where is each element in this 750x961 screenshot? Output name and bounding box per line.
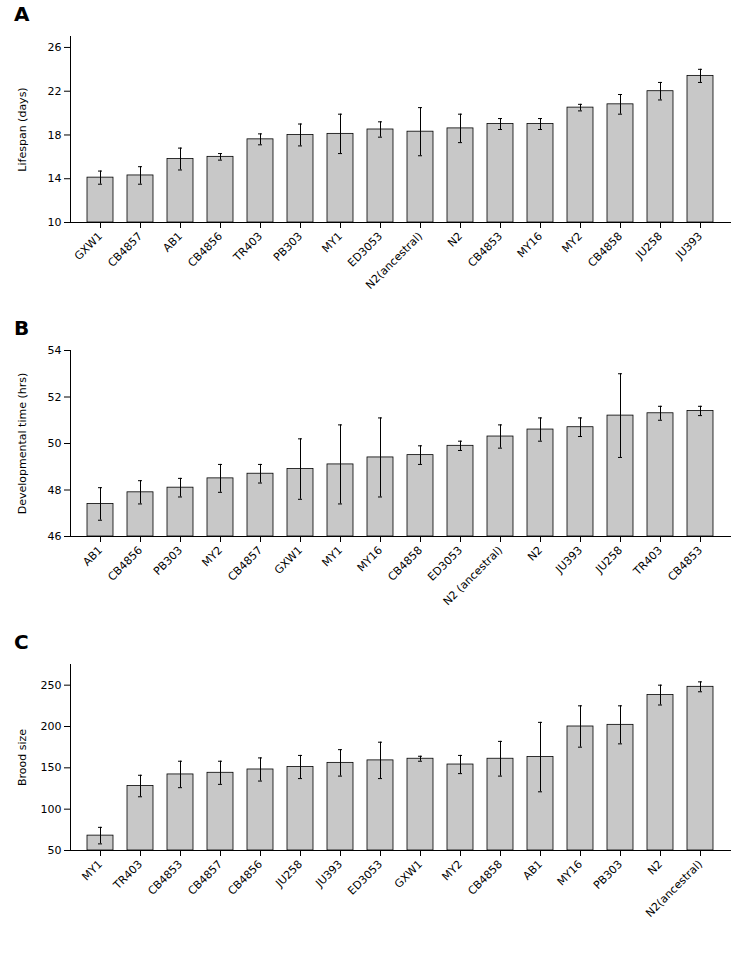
svg-text:50: 50 — [48, 844, 62, 857]
svg-text:CB4857: CB4857 — [185, 858, 225, 898]
svg-text:MY16: MY16 — [355, 544, 386, 575]
svg-text:JU393: JU393 — [552, 544, 585, 577]
svg-text:10: 10 — [48, 216, 62, 229]
svg-text:CB4858: CB4858 — [385, 544, 425, 584]
svg-text:N2: N2 — [645, 858, 665, 878]
svg-text:CB4856: CB4856 — [225, 858, 265, 898]
svg-text:CB4853: CB4853 — [465, 230, 505, 270]
svg-text:PB303: PB303 — [151, 544, 185, 578]
svg-text:JU258: JU258 — [632, 230, 665, 263]
svg-text:AB1: AB1 — [80, 544, 105, 569]
svg-text:AB1: AB1 — [160, 230, 185, 255]
svg-text:CB4856: CB4856 — [105, 544, 145, 584]
svg-text:Brood size: Brood size — [16, 729, 29, 786]
svg-text:Lifespan (days): Lifespan (days) — [16, 87, 29, 171]
svg-text:200: 200 — [41, 720, 62, 733]
svg-text:100: 100 — [41, 803, 62, 816]
svg-text:50: 50 — [48, 437, 62, 450]
svg-text:52: 52 — [48, 391, 62, 404]
svg-text:JU393: JU393 — [672, 230, 705, 263]
svg-text:CB4858: CB4858 — [465, 858, 505, 898]
svg-text:PB303: PB303 — [271, 230, 305, 264]
svg-text:MY1: MY1 — [319, 230, 345, 256]
svg-text:250: 250 — [41, 679, 62, 692]
svg-text:JU393: JU393 — [312, 858, 345, 891]
svg-text:GXW1: GXW1 — [72, 230, 105, 263]
svg-text:CB4857: CB4857 — [105, 230, 145, 270]
svg-text:54: 54 — [48, 344, 62, 357]
svg-text:PB303: PB303 — [591, 858, 625, 892]
svg-text:CB4856: CB4856 — [185, 230, 225, 270]
svg-text:GXW1: GXW1 — [272, 544, 305, 577]
svg-text:18: 18 — [48, 128, 62, 141]
svg-text:N2(ancestral): N2(ancestral) — [643, 858, 705, 920]
svg-text:Developmental time (hrs): Developmental time (hrs) — [16, 373, 29, 515]
svg-text:N2: N2 — [445, 230, 465, 250]
svg-text:CB4853: CB4853 — [145, 858, 185, 898]
svg-text:N2 (ancestral): N2 (ancestral) — [441, 544, 505, 608]
svg-text:ED3053: ED3053 — [345, 858, 385, 898]
svg-text:MY16: MY16 — [555, 858, 586, 889]
svg-text:ED3053: ED3053 — [425, 544, 465, 584]
svg-text:ED3053: ED3053 — [345, 230, 385, 270]
svg-text:150: 150 — [41, 761, 62, 774]
svg-text:26: 26 — [48, 41, 62, 54]
svg-text:MY2: MY2 — [199, 544, 225, 570]
svg-text:MY1: MY1 — [319, 544, 345, 570]
svg-text:14: 14 — [48, 172, 62, 185]
svg-text:AB1: AB1 — [520, 858, 545, 883]
svg-text:CB4853: CB4853 — [665, 544, 705, 584]
svg-text:N2(ancestral): N2(ancestral) — [363, 230, 425, 292]
svg-text:MY1: MY1 — [79, 858, 105, 884]
svg-text:JU258: JU258 — [272, 858, 305, 891]
svg-text:GXW1: GXW1 — [392, 858, 425, 891]
svg-text:TR403: TR403 — [230, 230, 265, 265]
svg-text:JU258: JU258 — [592, 544, 625, 577]
svg-text:N2: N2 — [525, 544, 545, 564]
svg-text:TR403: TR403 — [630, 544, 665, 579]
svg-text:MY2: MY2 — [439, 858, 465, 884]
svg-text:22: 22 — [48, 85, 62, 98]
svg-text:MY2: MY2 — [559, 230, 585, 256]
html-text:A: A — [14, 2, 30, 26]
html-text:C: C — [14, 630, 29, 654]
svg-text:TR403: TR403 — [110, 858, 145, 893]
svg-text:CB4858: CB4858 — [585, 230, 625, 270]
svg-text:48: 48 — [48, 484, 62, 497]
svg-text:MY16: MY16 — [515, 230, 546, 261]
svg-text:46: 46 — [48, 530, 62, 543]
svg-text:CB4857: CB4857 — [225, 544, 265, 584]
html-text:B: B — [14, 316, 30, 340]
